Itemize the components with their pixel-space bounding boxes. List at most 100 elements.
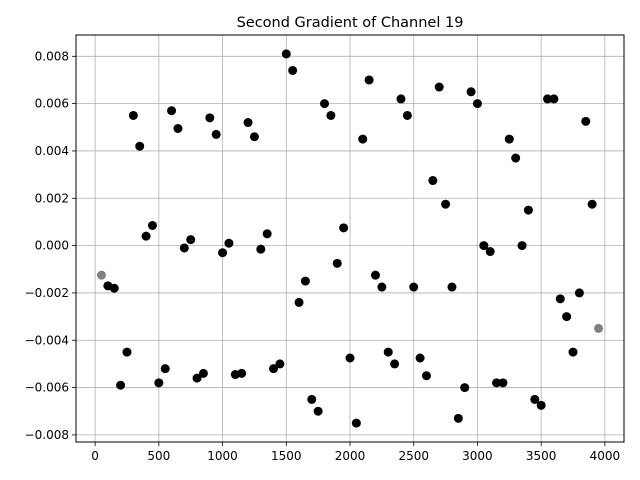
data-point — [281, 49, 291, 59]
data-point — [390, 359, 400, 369]
y-tick-label: 0.006 — [35, 97, 69, 111]
data-point — [498, 378, 508, 388]
data-point — [587, 199, 597, 209]
x-tick-label: 1000 — [207, 449, 238, 463]
data-point — [472, 99, 482, 109]
x-tick-label: 0 — [91, 449, 99, 463]
data-points — [96, 49, 604, 428]
data-point — [294, 297, 304, 307]
y-tick-label: −0.006 — [25, 381, 69, 395]
data-point — [485, 247, 495, 257]
data-point — [147, 220, 157, 230]
y-tick-label: −0.002 — [25, 286, 69, 300]
data-point — [224, 238, 234, 248]
data-point — [421, 371, 431, 381]
data-point — [466, 87, 476, 97]
data-point — [192, 373, 202, 383]
data-point — [549, 94, 559, 104]
data-point — [218, 248, 228, 258]
data-point — [122, 347, 132, 357]
data-point — [351, 418, 361, 428]
data-point — [594, 323, 604, 333]
data-point — [269, 364, 279, 374]
x-tick-label: 2000 — [335, 449, 366, 463]
data-point — [562, 312, 572, 322]
data-point — [307, 394, 317, 404]
data-point — [453, 413, 463, 423]
data-point — [300, 276, 310, 286]
x-tick-label: 1500 — [271, 449, 302, 463]
data-point — [581, 116, 591, 126]
data-point — [479, 241, 489, 251]
y-tick-label: −0.008 — [25, 428, 69, 442]
x-tick-label: 2500 — [398, 449, 429, 463]
data-point — [167, 106, 177, 116]
data-point — [160, 364, 170, 374]
data-point — [116, 380, 126, 390]
data-point — [504, 134, 514, 144]
data-point — [141, 231, 151, 241]
data-point — [205, 113, 215, 123]
data-point — [364, 75, 374, 85]
data-point — [275, 359, 285, 369]
x-tick-label: 500 — [147, 449, 170, 463]
data-point — [511, 153, 521, 163]
data-point — [447, 282, 457, 292]
data-point — [332, 258, 342, 268]
data-point — [428, 176, 438, 186]
data-point — [326, 110, 336, 120]
data-point — [179, 243, 189, 253]
data-point — [173, 123, 183, 133]
data-point — [377, 282, 387, 292]
data-point — [383, 347, 393, 357]
x-tick-label: 3500 — [526, 449, 557, 463]
data-point — [186, 235, 196, 245]
data-point — [396, 94, 406, 104]
data-point — [574, 288, 584, 298]
data-point — [402, 110, 412, 120]
data-point — [460, 383, 470, 393]
data-point — [96, 270, 106, 280]
data-point — [249, 132, 259, 142]
data-point — [237, 368, 247, 378]
data-point — [370, 270, 380, 280]
data-point — [345, 353, 355, 363]
data-point — [536, 400, 546, 410]
data-point — [441, 199, 451, 209]
data-point — [135, 141, 145, 151]
data-point — [320, 99, 330, 109]
grid-lines — [76, 35, 624, 442]
data-point — [313, 406, 323, 416]
x-tick-label: 4000 — [590, 449, 621, 463]
data-point — [109, 283, 119, 293]
data-point — [415, 353, 425, 363]
data-point — [517, 241, 527, 251]
data-point — [262, 229, 272, 239]
data-point — [198, 368, 208, 378]
data-point — [288, 65, 298, 75]
y-tick-label: −0.004 — [25, 333, 69, 347]
data-point — [434, 82, 444, 92]
y-tick-label: 0.000 — [35, 239, 69, 253]
x-tick-label: 3000 — [462, 449, 493, 463]
y-tick-label: 0.008 — [35, 49, 69, 63]
data-point — [555, 294, 565, 304]
data-point — [339, 223, 349, 233]
data-point — [543, 94, 553, 104]
x-axis-ticks: 0 500 1000 1500 2000 2500 3000 3500 4000 — [91, 442, 620, 463]
data-point — [128, 110, 138, 120]
data-point — [256, 244, 266, 254]
data-point — [409, 282, 419, 292]
data-point — [358, 134, 368, 144]
y-tick-label: 0.004 — [35, 144, 69, 158]
data-point — [154, 378, 164, 388]
data-point — [492, 378, 502, 388]
data-point — [523, 205, 533, 215]
data-point — [530, 394, 540, 404]
y-tick-label: 0.002 — [35, 191, 69, 205]
y-axis-ticks: −0.008 −0.006 −0.004 −0.002 0.000 0.002 0.004 0… — [25, 49, 76, 442]
data-point — [568, 347, 578, 357]
data-point — [243, 118, 253, 128]
data-point — [211, 129, 221, 139]
